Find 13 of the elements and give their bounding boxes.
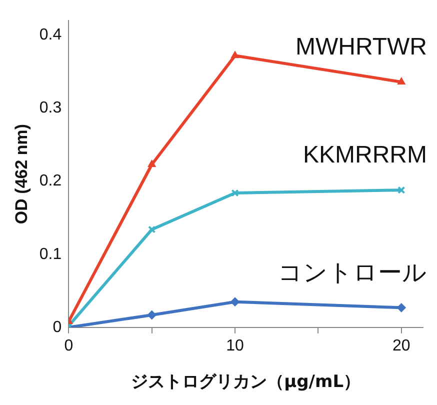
y-tick-label: 0.4 xyxy=(39,26,62,44)
y-tick-label: 0.3 xyxy=(39,100,62,117)
y-tick-label: 0.1 xyxy=(39,246,62,263)
y-tick-label: 0.2 xyxy=(39,172,62,190)
series-label: コントロール xyxy=(278,259,427,286)
x-tick-label: 0 xyxy=(64,337,74,354)
series-label: KKMRRRM xyxy=(303,142,427,169)
x-tick-label: 10 xyxy=(226,337,244,354)
y-axis-title: OD (462 nm) xyxy=(12,124,31,224)
series-label: MWHRTWR xyxy=(295,34,427,61)
x-tick-label: 20 xyxy=(392,337,410,354)
x-axis-title: ジストログリカン（μg/mL） xyxy=(131,372,361,392)
y-tick-label: 0 xyxy=(52,318,62,336)
